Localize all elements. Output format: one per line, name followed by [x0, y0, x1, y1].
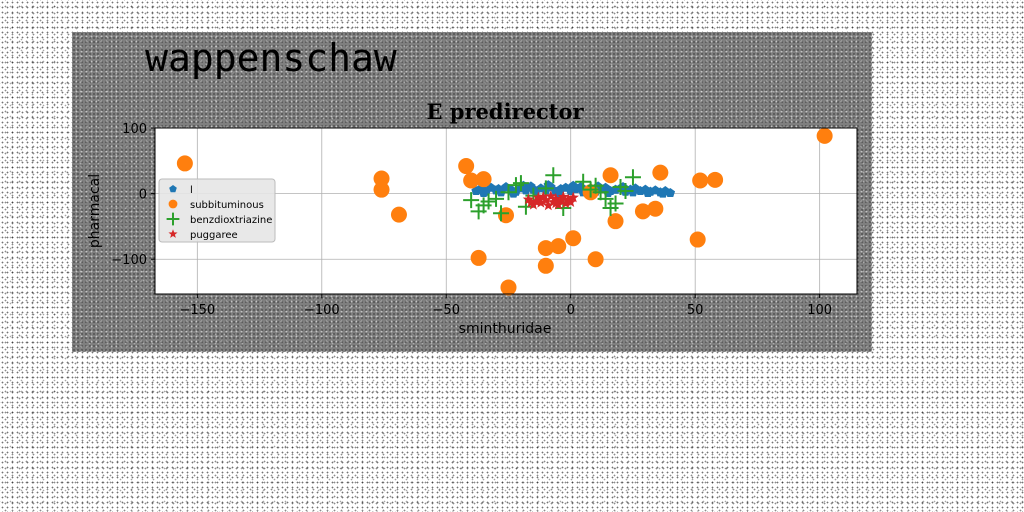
- data-point-circle: [470, 249, 487, 266]
- data-point-star: [525, 196, 537, 208]
- data-point-circle: [689, 231, 706, 248]
- x-tick-label: 50: [687, 303, 704, 318]
- data-point-plus: [463, 192, 480, 209]
- data-point-circle: [587, 251, 604, 268]
- data-point-circle: [176, 155, 193, 172]
- data-points: [176, 127, 833, 296]
- data-point-star: [567, 191, 579, 203]
- plot-frame: [154, 127, 858, 295]
- data-point-pentagon: [568, 180, 578, 190]
- figure-title: wappenschaw: [145, 36, 397, 80]
- data-point-circle: [475, 171, 492, 188]
- data-point-circle: [816, 127, 833, 144]
- data-point-pentagon: [493, 184, 504, 194]
- data-point-circle: [707, 171, 724, 188]
- legend-label: subbituminous: [190, 200, 264, 211]
- figure-panel: wappenschaw E predirector −150 −100 −50 0 50…: [72, 32, 872, 352]
- data-point-star: [535, 196, 547, 208]
- data-point-plus: [537, 180, 554, 197]
- y-tick-label: −100: [111, 253, 147, 268]
- data-point-plus: [512, 175, 529, 192]
- legend-label: puggaree: [190, 230, 238, 241]
- axis-ticks: −150 −100 −50 0 50 100 100 0 −100: [111, 122, 832, 318]
- data-point-star: [550, 197, 562, 209]
- legend-marker: [168, 229, 178, 238]
- data-point-plus: [575, 173, 592, 190]
- data-point-star: [557, 190, 569, 202]
- data-point-circle: [550, 238, 567, 255]
- x-tick-label: −50: [433, 303, 460, 318]
- legend-items: l subbituminous benzdioxtriazine puggaree: [166, 185, 272, 241]
- data-point-circle: [463, 172, 480, 189]
- y-axis-label: pharmacal: [87, 174, 103, 248]
- data-point-circle: [692, 172, 709, 189]
- data-point-pentagon: [665, 187, 676, 197]
- data-point-circle: [373, 181, 390, 198]
- data-point-circle: [537, 240, 554, 257]
- data-point-plus: [488, 190, 505, 207]
- data-point-plus: [592, 184, 609, 201]
- data-point-circle: [634, 203, 651, 220]
- legend-box: [158, 178, 276, 243]
- data-point-plus: [545, 167, 562, 184]
- x-tick-label: 0: [567, 303, 575, 318]
- legend-marker: [169, 185, 177, 193]
- data-point-circle: [647, 200, 664, 217]
- chart-title: E predirector: [426, 99, 584, 124]
- x-axis-label: sminthuridae: [459, 321, 552, 337]
- data-point-star: [522, 193, 535, 205]
- legend-label: benzdioxtriazine: [190, 215, 272, 226]
- scatter-chart: wappenschaw E predirector −150 −100 −50 0 50…: [87, 36, 858, 337]
- data-point-plus: [480, 193, 497, 210]
- legend-marker: [168, 199, 178, 209]
- data-point-star: [562, 193, 574, 205]
- data-point-pentagon: [478, 187, 489, 197]
- data-point-star: [545, 190, 557, 202]
- data-point-star: [542, 199, 555, 211]
- data-point-circle: [458, 158, 475, 175]
- legend-label: l: [190, 185, 193, 196]
- data-point-plus: [607, 195, 624, 212]
- data-point-plus: [624, 169, 641, 186]
- x-tick-label: −100: [304, 303, 340, 318]
- data-point-circle: [565, 230, 582, 247]
- data-point-star: [532, 191, 545, 203]
- data-point-circle: [652, 164, 669, 181]
- y-tick-label: 0: [139, 188, 147, 203]
- legend: l subbituminous benzdioxtriazine puggaree: [158, 178, 276, 243]
- data-point-plus: [493, 205, 510, 222]
- x-tick-label: 100: [807, 303, 832, 318]
- data-point-circle: [537, 257, 554, 274]
- data-point-star: [537, 190, 550, 202]
- data-point-circle: [500, 279, 517, 296]
- data-point-circle: [602, 167, 619, 184]
- x-tick-label: −150: [179, 303, 215, 318]
- data-point-pentagon: [643, 187, 653, 197]
- data-point-circle: [373, 170, 390, 187]
- data-point-plus: [500, 184, 517, 201]
- data-point-plus: [612, 179, 629, 196]
- data-point-pentagon: [658, 188, 668, 198]
- data-point-circle: [390, 206, 407, 223]
- y-tick-label: 100: [122, 122, 147, 137]
- legend-marker: [166, 212, 180, 226]
- data-point-circle: [607, 213, 624, 230]
